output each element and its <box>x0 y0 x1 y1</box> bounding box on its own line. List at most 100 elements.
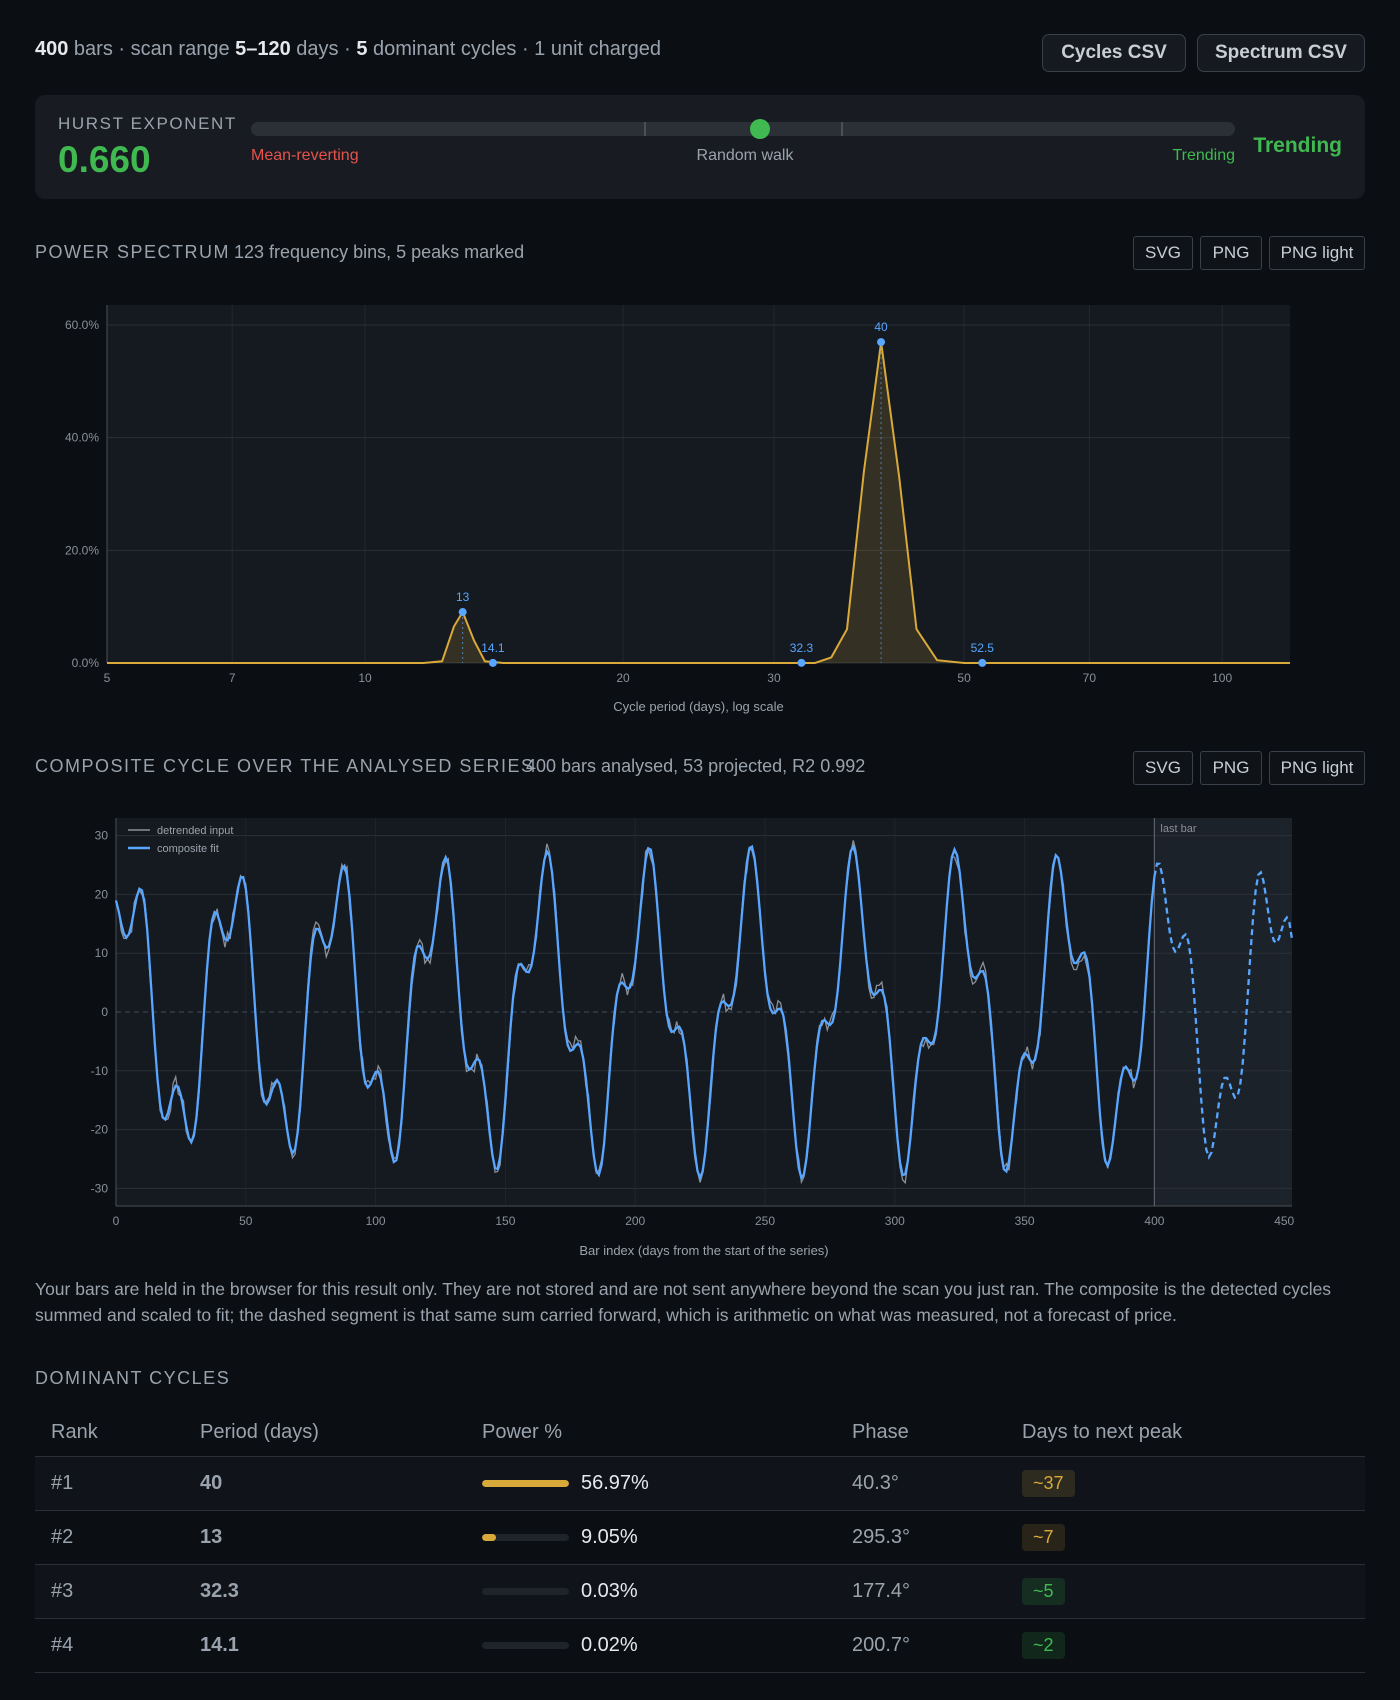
x-tick-label: 450 <box>1274 1214 1294 1228</box>
cell-power: 0.03% <box>466 1564 836 1619</box>
hurst-marker <box>750 119 771 139</box>
peak-label: 52.5 <box>971 641 995 655</box>
next-peak-badge: ~2 <box>1022 1632 1065 1659</box>
spectrum-export-png-light-button[interactable]: PNG light <box>1269 236 1365 270</box>
cycles-label: dominant cycles · 1 unit charged <box>367 38 661 60</box>
power-bar <box>482 1642 569 1650</box>
y-tick-label: 20.0% <box>65 543 99 557</box>
col-phase: Phase <box>836 1408 1006 1457</box>
legend-label-fit: composite fit <box>157 843 219 855</box>
power-value: 56.97% <box>581 1472 649 1494</box>
peak-marker <box>978 658 987 667</box>
x-tick-label: 250 <box>755 1214 775 1228</box>
cell-rank: #1 <box>35 1456 184 1511</box>
cell-phase: 295.3° <box>836 1510 1006 1565</box>
x-tick-label: 400 <box>1144 1214 1164 1228</box>
composite-export-png-light-button[interactable]: PNG light <box>1269 751 1365 785</box>
col-power: Power % <box>466 1408 836 1457</box>
power-bar <box>482 1588 569 1596</box>
cell-phase: 177.4° <box>836 1564 1006 1619</box>
table-row: #4 14.1 0.02% 200.7° ~2 <box>35 1618 1365 1673</box>
col-rank: Rank <box>35 1408 184 1457</box>
scale-label-mean-reverting: Mean-reverting <box>251 147 359 164</box>
cell-power: 9.05% <box>466 1510 836 1565</box>
spectrum-title: POWER SPECTRUM <box>35 242 231 262</box>
spectrum-export-svg-button[interactable]: SVG <box>1133 236 1193 270</box>
x-tick-label: 0 <box>113 1214 120 1228</box>
cell-power: 56.97% <box>466 1456 836 1511</box>
cell-period: 13 <box>184 1510 466 1565</box>
x-tick-label: 150 <box>495 1214 515 1228</box>
power-value: 0.03% <box>581 1580 638 1602</box>
x-tick-label: 5 <box>104 671 111 685</box>
x-tick-label: 50 <box>239 1214 253 1228</box>
composite-cycle-chart: 0 50 100 150 200 250 300 350 400 4503020100-10-20… <box>91 818 1295 1258</box>
x-tick-label: 10 <box>358 671 372 685</box>
scale-tick <box>841 122 843 136</box>
cell-period: 32.3 <box>184 1564 466 1619</box>
x-tick-label: 300 <box>885 1214 905 1228</box>
cell-rank: #2 <box>35 1510 184 1565</box>
hurst-verdict: Trending <box>1253 134 1342 157</box>
peak-marker <box>877 338 886 347</box>
x-tick-label: 30 <box>767 671 781 685</box>
cycles-count: 5 <box>356 38 368 60</box>
y-tick-label: -30 <box>91 1181 109 1195</box>
peak-label: 32.3 <box>790 641 814 655</box>
composite-export-svg-button[interactable]: SVG <box>1133 751 1193 785</box>
power-spectrum-chart: 5 7 10 20 30 50 70 100 0.0% 20.0% 40.0% 60.0% 13 14.1… <box>65 305 1290 714</box>
cell-next-peak: ~37 <box>1006 1456 1365 1511</box>
plot-background <box>107 305 1290 663</box>
dominant-cycles-table: Rank Period (days) Power % Phase Days to… <box>35 1408 1365 1673</box>
spectrum-csv-button[interactable]: Spectrum CSV <box>1197 34 1365 72</box>
hurst-panel: HURST EXPONENT 0.660 Mean-reverting Rand… <box>35 95 1365 199</box>
cell-period: 40 <box>184 1456 466 1511</box>
table-row: #3 32.3 0.03% 177.4° ~5 <box>35 1564 1365 1619</box>
cell-power: 0.02% <box>466 1618 836 1673</box>
composite-title: COMPOSITE CYCLE OVER THE ANALYSED SERIES <box>35 756 535 776</box>
x-tick-label: 20 <box>616 671 630 685</box>
peak-marker <box>458 608 467 617</box>
table-header-row: Rank Period (days) Power % Phase Days to… <box>35 1408 1365 1457</box>
spectrum-subtitle: 123 frequency bins, 5 peaks marked <box>234 242 525 262</box>
peak-marker <box>797 658 806 667</box>
peak-label: 13 <box>456 590 470 604</box>
x-axis-label: Bar index (days from the start of the se… <box>579 1243 828 1258</box>
composite-fit-line <box>114 843 1156 1181</box>
next-peak-badge: ~5 <box>1022 1578 1065 1605</box>
cell-rank: #3 <box>35 1564 184 1619</box>
x-tick-label: 200 <box>625 1214 645 1228</box>
composite-export-png-button[interactable]: PNG <box>1200 751 1262 785</box>
power-value: 9.05% <box>581 1526 638 1548</box>
bars-count: 400 <box>35 38 69 60</box>
cell-rank: #4 <box>35 1618 184 1673</box>
next-peak-badge: ~7 <box>1022 1524 1065 1551</box>
composite-projection-line <box>1153 862 1294 1160</box>
x-tick-label: 350 <box>1015 1214 1035 1228</box>
power-bar <box>482 1534 569 1542</box>
y-tick-label: 30 <box>95 829 109 843</box>
scale-tick <box>644 122 646 136</box>
bars-label: bars · scan range <box>68 38 236 60</box>
x-tick-label: 7 <box>229 671 236 685</box>
dominant-cycles-title: DOMINANT CYCLES <box>35 1368 231 1388</box>
col-next-peak: Days to next peak <box>1006 1408 1365 1457</box>
range-label: days · <box>290 38 357 60</box>
cell-phase: 200.7° <box>836 1618 1006 1673</box>
scan-summary: 400 bars · scan range 5–120 days · 5 dom… <box>35 38 661 61</box>
x-tick-label: 100 <box>1212 671 1232 685</box>
y-tick-label: -20 <box>91 1123 109 1137</box>
table-row: #1 40 56.97% 40.3° ~37 <box>35 1456 1365 1511</box>
spectrum-export-png-button[interactable]: PNG <box>1200 236 1262 270</box>
power-bar <box>482 1480 569 1488</box>
cell-next-peak: ~7 <box>1006 1510 1365 1565</box>
x-tick-label: 100 <box>366 1214 386 1228</box>
cell-phase: 40.3° <box>836 1456 1006 1511</box>
y-tick-label: 0 <box>101 1005 108 1019</box>
privacy-note: Your bars are held in the browser for th… <box>35 1279 1332 1325</box>
cycles-csv-button[interactable]: Cycles CSV <box>1042 34 1186 72</box>
power-value: 0.02% <box>581 1634 638 1656</box>
y-tick-label: 0.0% <box>72 656 100 670</box>
y-tick-label: -10 <box>91 1064 109 1078</box>
